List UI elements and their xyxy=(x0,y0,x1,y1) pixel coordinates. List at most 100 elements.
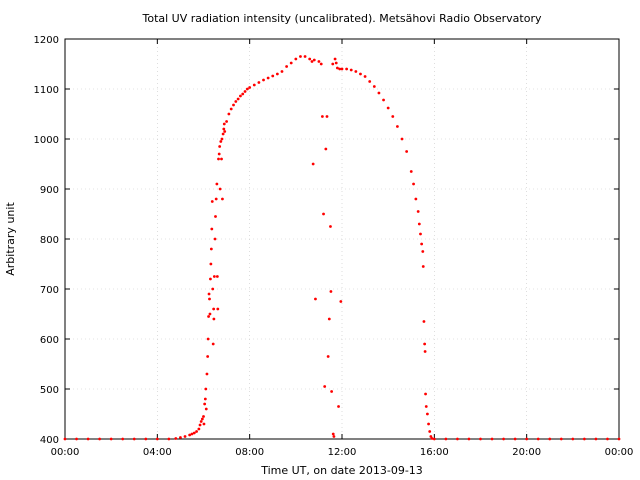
data-point xyxy=(582,437,586,441)
data-point xyxy=(75,437,78,441)
data-point xyxy=(208,297,211,301)
data-point xyxy=(339,300,343,303)
x-tick-label: 20:00 xyxy=(512,447,541,458)
data-point xyxy=(349,68,353,72)
data-point xyxy=(199,420,203,423)
data-point xyxy=(345,67,349,71)
data-point xyxy=(174,437,178,440)
data-point xyxy=(214,197,218,201)
data-point xyxy=(211,287,215,291)
data-point xyxy=(594,437,598,441)
data-point xyxy=(405,150,409,153)
data-point xyxy=(423,342,427,346)
data-point xyxy=(229,107,233,111)
data-point xyxy=(241,92,245,96)
data-point xyxy=(208,312,212,316)
data-point xyxy=(303,55,307,58)
data-point xyxy=(212,275,216,278)
data-point xyxy=(223,130,227,133)
data-point xyxy=(335,66,339,70)
data-point xyxy=(312,58,316,62)
data-point xyxy=(216,307,220,311)
data-point xyxy=(409,170,413,173)
data-point xyxy=(221,197,224,201)
data-point xyxy=(314,297,317,301)
data-point xyxy=(417,222,421,226)
data-point xyxy=(207,315,210,318)
data-point xyxy=(427,422,430,426)
x-tick-label: 16:00 xyxy=(420,447,449,458)
data-point xyxy=(212,307,216,311)
data-point xyxy=(248,86,252,89)
data-point xyxy=(479,437,482,441)
data-point xyxy=(428,430,432,433)
x-tick-label: 00:00 xyxy=(605,447,634,458)
data-point xyxy=(331,432,335,436)
data-point xyxy=(275,72,279,76)
x-tick-label: 00:00 xyxy=(51,447,80,458)
data-point xyxy=(217,157,220,161)
data-point xyxy=(206,337,210,341)
data-point xyxy=(412,182,415,186)
data-point xyxy=(424,392,427,396)
y-tick-label: 400 xyxy=(40,435,59,446)
data-point xyxy=(525,437,529,441)
y-tick-label: 800 xyxy=(40,235,59,246)
y-tick-label: 500 xyxy=(40,385,59,396)
data-point xyxy=(86,437,90,441)
data-point xyxy=(239,94,242,98)
data-point xyxy=(236,97,240,101)
data-point xyxy=(359,72,362,76)
data-point xyxy=(202,422,206,426)
data-point xyxy=(424,405,428,408)
data-point xyxy=(617,437,621,441)
data-point xyxy=(217,152,221,156)
data-point xyxy=(213,237,217,241)
data-point xyxy=(423,350,427,353)
data-point xyxy=(340,67,344,71)
data-point xyxy=(215,182,219,186)
data-point xyxy=(421,250,425,253)
data-point xyxy=(222,122,226,126)
data-point xyxy=(252,83,256,87)
data-point xyxy=(234,100,238,103)
data-point xyxy=(214,215,217,218)
data-point xyxy=(198,423,202,427)
data-point xyxy=(333,57,337,61)
data-point xyxy=(285,65,288,68)
data-point xyxy=(432,437,436,441)
data-point xyxy=(211,342,215,346)
data-point xyxy=(363,75,367,78)
data-point xyxy=(209,262,213,266)
data-point xyxy=(109,437,113,441)
data-point xyxy=(513,437,517,441)
data-point xyxy=(257,81,261,84)
data-point xyxy=(299,55,302,58)
data-point xyxy=(294,57,298,61)
data-point xyxy=(227,112,231,116)
data-point xyxy=(354,70,358,73)
data-point xyxy=(207,292,211,296)
data-point xyxy=(204,387,208,391)
data-point xyxy=(317,60,321,63)
x-axis-label: Time UT, on date 2013-09-13 xyxy=(260,464,423,477)
data-point xyxy=(203,397,207,401)
data-point xyxy=(422,320,426,323)
data-point xyxy=(329,225,332,228)
data-point xyxy=(330,390,334,393)
data-point xyxy=(396,125,399,128)
data-point xyxy=(266,76,270,80)
data-point xyxy=(206,355,210,358)
data-point xyxy=(382,98,385,102)
data-point xyxy=(203,402,207,406)
y-tick-label: 1000 xyxy=(34,135,59,146)
data-point xyxy=(197,427,201,431)
data-point xyxy=(338,67,342,71)
data-point xyxy=(204,407,208,411)
data-point xyxy=(324,147,328,151)
data-point xyxy=(386,106,390,110)
data-point xyxy=(368,80,372,83)
data-point xyxy=(222,127,226,131)
data-point xyxy=(202,415,205,418)
